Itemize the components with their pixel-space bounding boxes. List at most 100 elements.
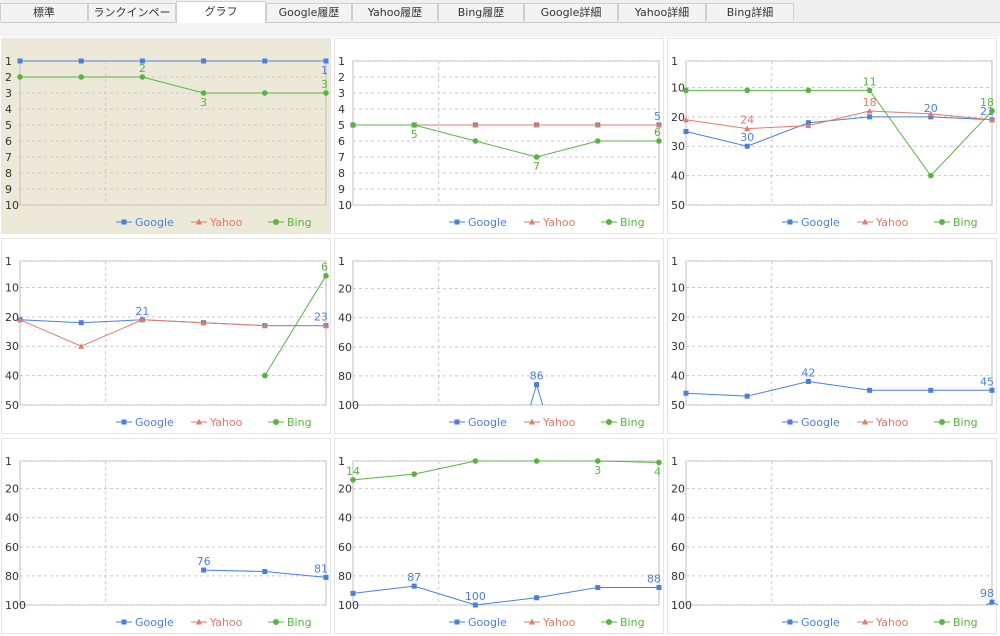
y-tick-label: 9: [5, 183, 12, 196]
y-tick-label: 1: [338, 455, 345, 468]
tab-6[interactable]: Google詳細: [524, 3, 618, 21]
legend-item-google[interactable]: Google: [449, 216, 507, 229]
legend-item-bing[interactable]: Bing: [934, 216, 978, 229]
legend-item-google[interactable]: Google: [116, 616, 174, 629]
y-tick-label: 3: [338, 87, 345, 100]
data-label: 3: [594, 464, 601, 477]
square-marker-icon: [454, 219, 460, 225]
data-label: 11: [863, 75, 877, 88]
legend-item-google[interactable]: Google: [116, 416, 174, 429]
legend-label: Google: [135, 616, 174, 629]
data-point: [533, 154, 540, 160]
legend-item-yahoo[interactable]: Yahoo: [524, 216, 576, 229]
tab-8[interactable]: Bing詳細: [706, 3, 794, 21]
data-label: 20: [924, 102, 938, 115]
y-tick-label: 40: [671, 170, 685, 183]
legend-item-bing[interactable]: Bing: [268, 416, 312, 429]
legend-label: Google: [801, 416, 840, 429]
data-point: [928, 114, 934, 120]
data-label: 21: [135, 305, 149, 318]
legend-item-google[interactable]: Google: [449, 616, 507, 629]
tab-0[interactable]: 標準: [0, 3, 88, 21]
data-point: [928, 172, 934, 179]
data-point: [411, 122, 417, 128]
tab-5[interactable]: Bing履歴: [438, 3, 524, 21]
data-point: [78, 74, 84, 80]
square-marker-icon: [787, 419, 793, 425]
tab-2[interactable]: グラフ: [176, 1, 266, 23]
series-line-bing: [686, 89, 993, 177]
y-tick-label: 9: [338, 183, 345, 196]
rank-chart-panel: 1 20 40 60 80 100 87 100 88 14 3 4 Google Yahoo Bing: [334, 438, 664, 634]
legend-label: Google: [135, 216, 174, 229]
legend-item-bing[interactable]: Bing: [601, 616, 645, 629]
rank-chart-panel: 1 20 40 60 80 100 98 Google Yahoo Bing: [667, 438, 998, 634]
data-label: 87: [407, 571, 421, 584]
legend-item-yahoo[interactable]: Yahoo: [857, 616, 909, 629]
data-point: [594, 122, 601, 128]
data-point: [534, 595, 540, 601]
data-point: [656, 459, 662, 466]
legend-item-yahoo[interactable]: Yahoo: [191, 216, 243, 229]
data-label: 18: [980, 96, 994, 109]
data-point: [805, 378, 811, 384]
data-point: [805, 87, 812, 94]
y-tick-label: 5: [338, 119, 345, 132]
toolbar-strip: [0, 23, 1000, 37]
legend-item-yahoo[interactable]: Yahoo: [524, 416, 576, 429]
data-point: [200, 90, 207, 96]
data-point: [78, 58, 84, 64]
data-point: [866, 107, 873, 114]
triangle-marker-icon: [529, 218, 535, 225]
legend-label: Yahoo: [542, 216, 576, 229]
y-tick-label: 20: [5, 483, 19, 496]
rank-chart-panel: 1 10 20 30 40 50 42 45 Google Yahoo Bing: [667, 238, 997, 434]
legend-label: Yahoo: [875, 416, 909, 429]
legend-item-yahoo[interactable]: Yahoo: [524, 616, 576, 629]
tab-4[interactable]: Yahoo履歴: [352, 3, 438, 21]
data-point: [928, 387, 934, 393]
legend-item-bing[interactable]: Bing: [934, 416, 978, 429]
legend-item-bing[interactable]: Bing: [601, 216, 645, 229]
rank-line-chart: 1 20 40 60 80 100 76 81 Google Yahoo Bing: [5, 455, 329, 629]
plot-area: [352, 260, 660, 406]
series-line-yahoo: [685, 110, 993, 130]
y-tick-label: 1: [671, 455, 678, 468]
rank-chart-panel: 1 2 3 4 5 6 7 8 9 10 1 2 3 3 Google Yahoo Bing: [1, 38, 331, 234]
legend-item-google[interactable]: Google: [782, 216, 840, 229]
plot-area: [19, 460, 327, 606]
legend-item-yahoo[interactable]: Yahoo: [191, 416, 243, 429]
tab-7[interactable]: Yahoo詳細: [618, 3, 706, 21]
y-tick-label: 1: [338, 55, 345, 68]
data-point: [683, 390, 689, 396]
legend-item-google[interactable]: Google: [782, 616, 840, 629]
data-label: 5: [654, 110, 661, 123]
legend-label: Google: [801, 216, 840, 229]
legend-item-bing[interactable]: Bing: [601, 416, 645, 429]
legend-item-yahoo[interactable]: Yahoo: [191, 616, 243, 629]
data-point: [744, 143, 750, 149]
legend-item-bing[interactable]: Bing: [268, 616, 312, 629]
legend-item-yahoo[interactable]: Yahoo: [857, 416, 909, 429]
tab-1[interactable]: ランクインページ: [88, 3, 176, 37]
y-tick-label: 1: [338, 255, 345, 268]
legend-item-bing[interactable]: Bing: [934, 616, 978, 629]
y-tick-label: 3: [5, 87, 12, 100]
y-tick-label: 60: [5, 541, 19, 554]
data-label: 2: [139, 62, 146, 75]
y-tick-label: 10: [671, 81, 685, 94]
legend-item-bing[interactable]: Bing: [268, 216, 312, 229]
legend-item-google[interactable]: Google: [116, 216, 174, 229]
y-tick-label: 20: [338, 283, 352, 296]
circle-marker-icon: [606, 419, 612, 425]
legend-item-google[interactable]: Google: [449, 416, 507, 429]
data-point: [683, 87, 689, 94]
y-tick-label: 80: [671, 570, 685, 583]
legend-label: Yahoo: [542, 616, 576, 629]
triangle-marker-icon: [529, 618, 535, 625]
plot-area: [19, 260, 327, 406]
legend-item-yahoo[interactable]: Yahoo: [857, 216, 909, 229]
data-label: 98: [980, 587, 994, 600]
legend-item-google[interactable]: Google: [782, 416, 840, 429]
tab-3[interactable]: Google履歴: [266, 3, 352, 21]
